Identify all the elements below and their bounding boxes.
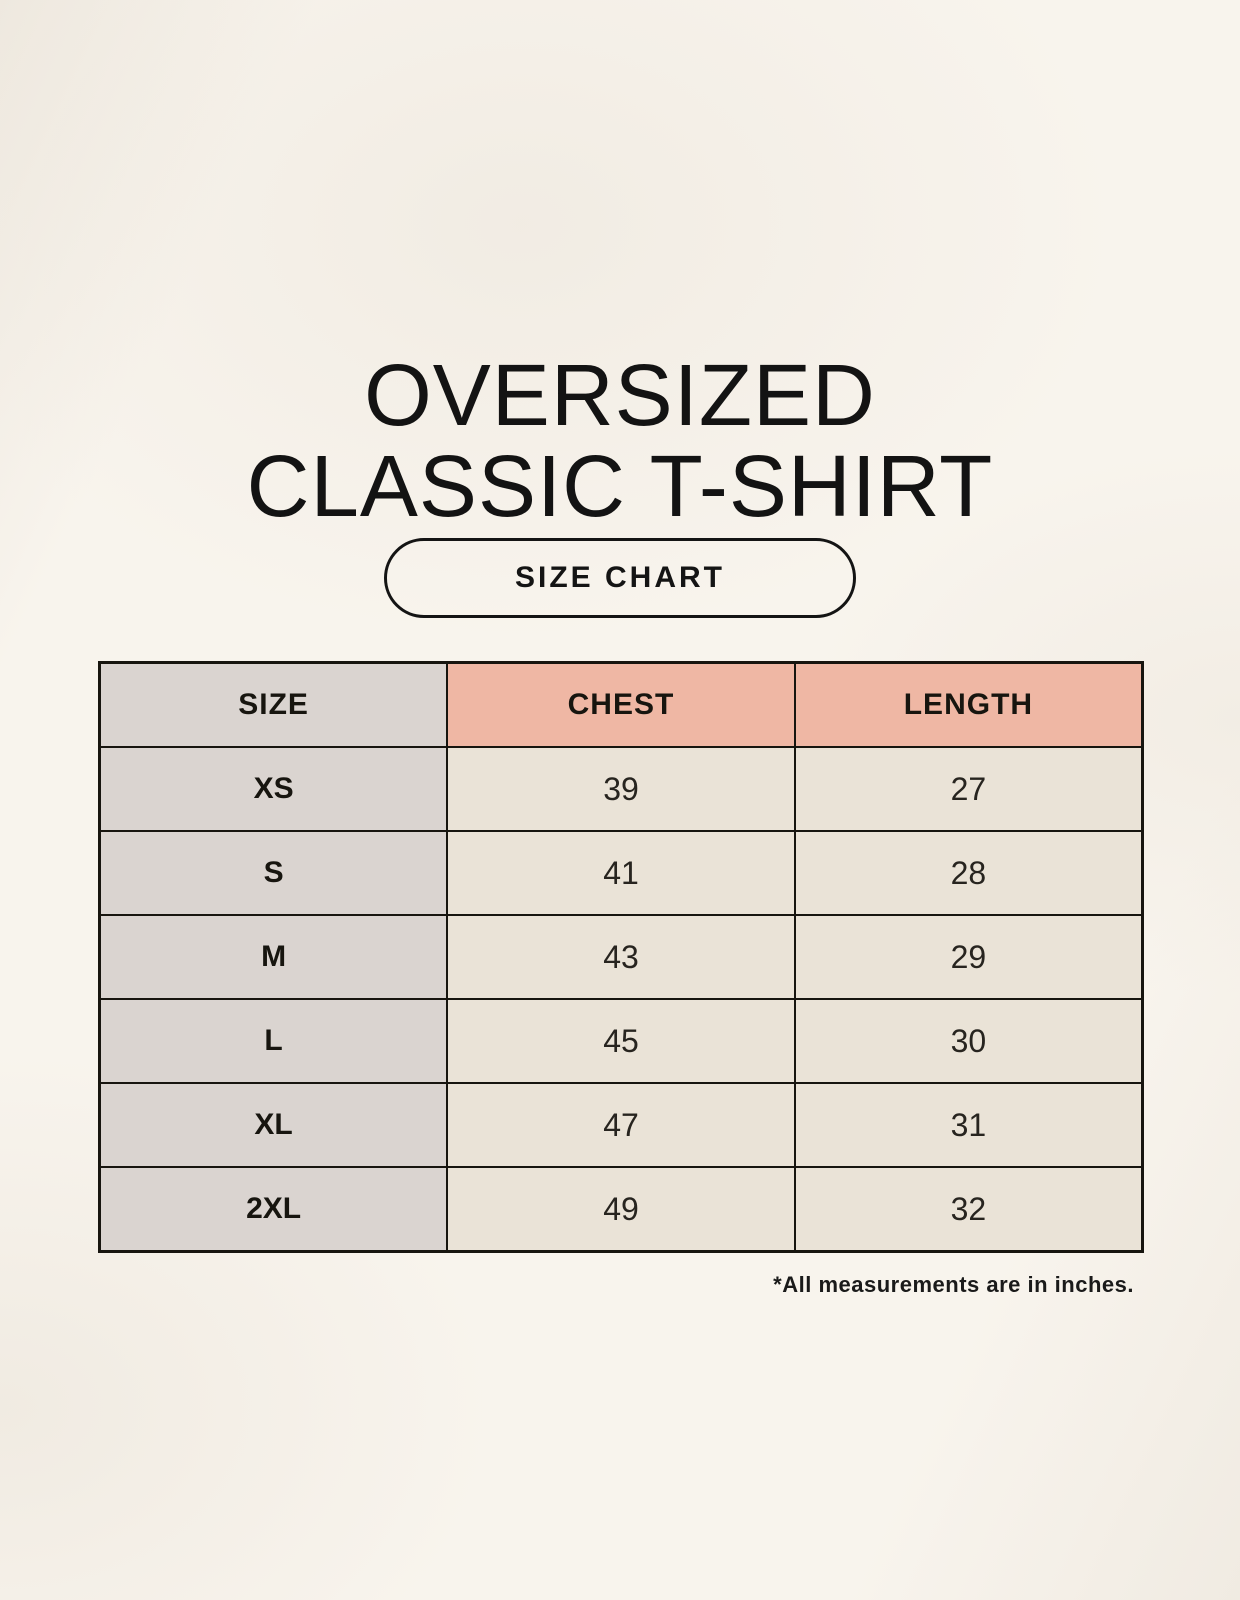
chest-cell: 47 (446, 1082, 796, 1168)
product-title-line-2: CLASSIC T-SHIRT (246, 438, 994, 536)
column-header-chest: CHEST (446, 661, 796, 748)
chest-cell: 49 (446, 1166, 796, 1253)
table-row: S 41 28 (98, 830, 1144, 916)
table-row: XS 39 27 (98, 746, 1144, 832)
length-cell: 30 (793, 998, 1144, 1084)
length-cell: 31 (793, 1082, 1144, 1168)
table-row: XL 47 31 (98, 1082, 1144, 1168)
table-row: 2XL 49 32 (98, 1166, 1144, 1253)
column-header-size: SIZE (98, 661, 449, 748)
table-row: M 43 29 (98, 914, 1144, 1000)
product-title: OVERSIZED CLASSIC T-SHIRT (0, 347, 1240, 536)
chest-cell: 41 (446, 830, 796, 916)
length-cell: 29 (793, 914, 1144, 1000)
size-cell: XS (98, 746, 449, 832)
length-cell: 28 (793, 830, 1144, 916)
product-title-line-1: OVERSIZED (364, 347, 876, 445)
size-cell: XL (98, 1082, 449, 1168)
length-cell: 27 (793, 746, 1144, 832)
size-cell: 2XL (98, 1166, 449, 1253)
size-chart-button[interactable]: SIZE CHART (384, 538, 856, 618)
chest-cell: 39 (446, 746, 796, 832)
measurements-footnote: *All measurements are in inches. (773, 1272, 1134, 1297)
table-header-row: SIZE CHEST LENGTH (98, 661, 1144, 748)
chest-cell: 43 (446, 914, 796, 1000)
chest-cell: 45 (446, 998, 796, 1084)
size-cell: M (98, 914, 449, 1000)
table-row: L 45 30 (98, 998, 1144, 1084)
size-chart-table: SIZE CHEST LENGTH XS 39 27 S 41 28 M 43 … (98, 661, 1144, 1253)
length-cell: 32 (793, 1166, 1144, 1253)
size-cell: L (98, 998, 449, 1084)
column-header-length: LENGTH (793, 661, 1144, 748)
size-cell: S (98, 830, 449, 916)
